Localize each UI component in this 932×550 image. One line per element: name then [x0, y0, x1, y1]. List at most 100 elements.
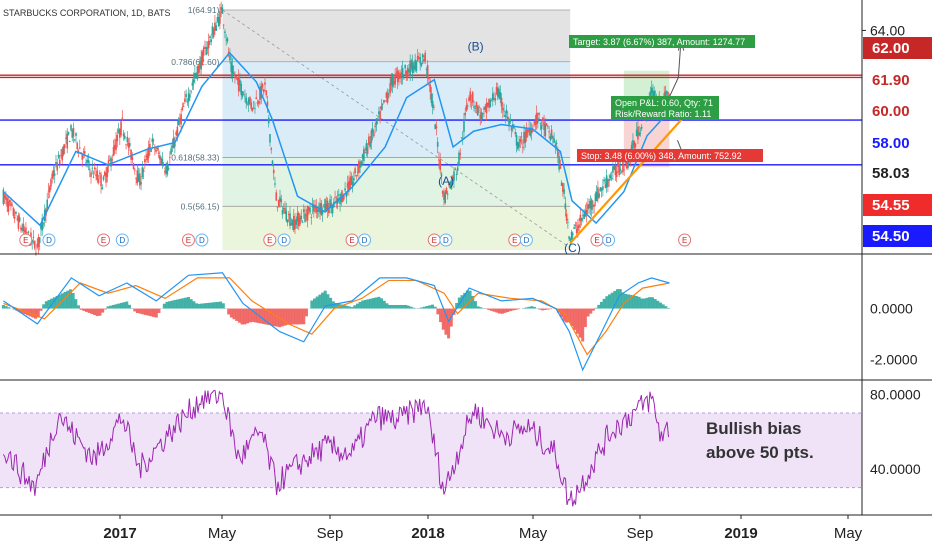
macd-histogram-bar: [216, 301, 220, 309]
candle-body: [389, 83, 391, 94]
event-marker: [277, 233, 291, 247]
candle-body: [525, 129, 528, 138]
candle-body: [363, 149, 365, 162]
candle-body: [390, 78, 393, 85]
candle-body: [548, 131, 550, 133]
target-label: Target: 3.87 (6.67%) 387, Amount: 1274.7…: [573, 37, 745, 47]
candle-body: [599, 187, 602, 191]
macd-histogram-bar: [162, 303, 166, 309]
candle-body: [267, 117, 270, 124]
candle-body: [471, 92, 474, 103]
macd-signal-line: [3, 277, 670, 356]
candle-body: [119, 128, 121, 138]
candle-body: [287, 214, 290, 216]
candle-body: [479, 114, 482, 119]
candle-body: [316, 209, 319, 212]
candle-body: [514, 132, 517, 135]
macd-histogram-bar: [195, 303, 199, 309]
candle-body: [395, 72, 398, 74]
candle-body: [239, 80, 241, 85]
candle-body: [615, 171, 618, 178]
macd-histogram-bar: [608, 294, 612, 309]
macd-histogram-bar: [229, 308, 233, 318]
macd-histogram-bar: [55, 295, 59, 309]
candle-body: [221, 7, 224, 14]
candle-body: [499, 92, 502, 100]
candle-body: [22, 223, 25, 232]
fib-trend-line: [222, 9, 571, 249]
macd-histogram-bar: [170, 300, 174, 309]
macd-histogram-bar: [7, 307, 11, 309]
axis-price-badge-label: 54.55: [872, 197, 910, 214]
macd-histogram-bar: [656, 300, 660, 309]
candle-body: [284, 207, 286, 214]
macd-histogram-bar: [237, 308, 241, 323]
candle-body: [411, 62, 414, 74]
candle-body: [587, 204, 589, 210]
candle-body: [491, 93, 494, 101]
candle-body: [200, 56, 202, 70]
candle-body: [572, 233, 574, 235]
rsi-tick-label: 40.0000: [870, 461, 921, 477]
macd-histogram-bar: [532, 306, 536, 309]
candle-body: [559, 166, 562, 169]
candle-body: [597, 187, 599, 199]
wave-label: (B): [468, 40, 484, 54]
macd-histogram-bar: [377, 296, 381, 309]
macd-histogram-bar: [77, 305, 81, 309]
candle-body: [426, 64, 429, 79]
event-marker: [678, 233, 692, 247]
candle-body: [466, 105, 469, 107]
candle-body: [201, 51, 204, 66]
macd-histogram-bar: [106, 306, 110, 309]
candle-body: [7, 201, 10, 212]
macd-histogram-bar: [165, 301, 169, 309]
candle-body: [598, 193, 600, 198]
candle-body: [533, 122, 535, 123]
macd-histogram-bar: [565, 308, 569, 323]
candle-body: [459, 152, 462, 155]
candle-body: [250, 102, 253, 109]
candle-body: [219, 10, 221, 24]
candle-body: [564, 203, 567, 209]
candle-body: [197, 65, 200, 73]
candle-body: [519, 138, 522, 143]
candle-body: [349, 177, 351, 190]
candle-body: [224, 31, 226, 34]
candle-body: [450, 180, 453, 189]
candle-body: [573, 227, 575, 229]
rsi-note-line1: Bullish bias: [706, 419, 801, 438]
candle-body: [185, 94, 187, 98]
candle-body: [549, 136, 552, 141]
candle-body: [151, 138, 154, 143]
macd-histogram-bar: [514, 308, 518, 310]
target-label-bg: [569, 35, 755, 48]
candle-body: [106, 167, 109, 177]
candle-body: [414, 59, 416, 70]
candle-body: [249, 97, 251, 103]
candle-body: [229, 55, 231, 61]
macd-histogram-bar: [101, 308, 105, 313]
candle-body: [135, 177, 137, 179]
candle-body: [269, 134, 271, 143]
candle-body: [544, 124, 547, 137]
candle-body: [583, 213, 585, 219]
macd-histogram-bar: [524, 307, 528, 309]
candle-body: [408, 69, 410, 72]
candle-body: [406, 68, 409, 78]
candle-body: [639, 132, 642, 134]
rsi-line: [2, 390, 670, 507]
candle-body: [375, 118, 378, 125]
event-marker: [263, 233, 277, 247]
candle-body: [15, 211, 17, 214]
candle-body: [344, 188, 346, 191]
candle-body: [170, 148, 172, 155]
candle-body: [617, 161, 619, 167]
candle-body: [490, 100, 493, 102]
candle-body: [506, 116, 509, 121]
macd-histogram-bar: [117, 303, 121, 309]
candle-body: [21, 227, 23, 231]
candle-body: [356, 171, 359, 173]
